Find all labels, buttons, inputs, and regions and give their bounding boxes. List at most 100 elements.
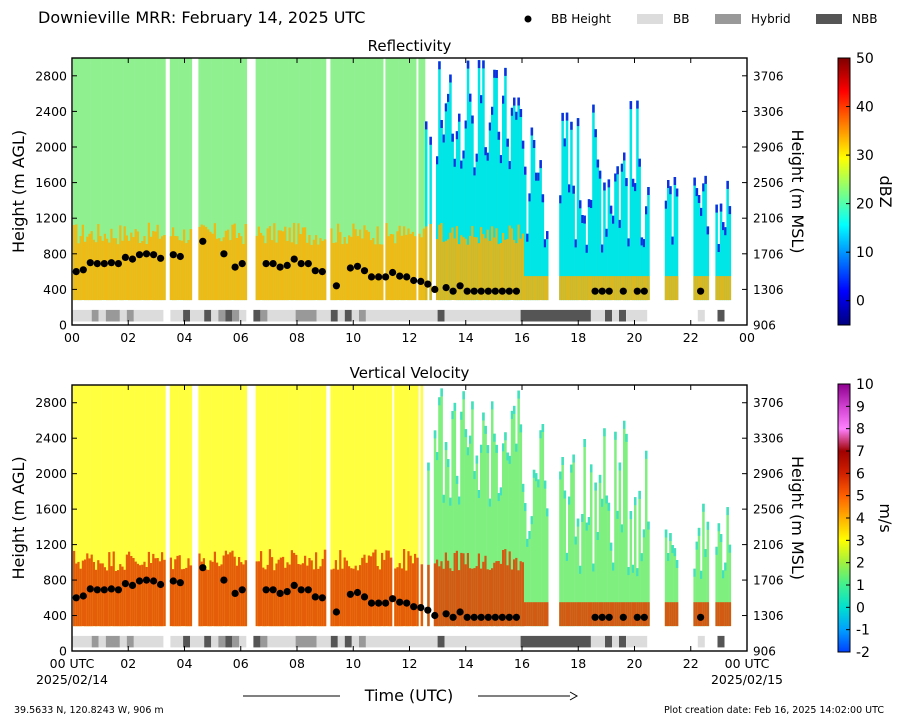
- echo-column: [706, 521, 710, 627]
- echo-column: [427, 462, 430, 627]
- echo-top-edge: [504, 432, 507, 441]
- echo-column: [513, 405, 516, 627]
- echo-top-edge: [719, 534, 723, 543]
- echo-top-edge: [625, 433, 628, 442]
- echo-column: [277, 58, 281, 301]
- bb-height-point: [619, 613, 627, 621]
- melting-layer-band: [546, 276, 549, 301]
- echo-top-edge: [493, 69, 496, 78]
- x-tick-label: 04: [177, 656, 193, 671]
- echo-column: [233, 385, 237, 627]
- band-type-segment: [344, 635, 352, 648]
- echo-column: [174, 58, 177, 301]
- echo-column: [420, 385, 424, 627]
- melting-layer-band: [92, 562, 96, 627]
- melting-layer-band: [288, 564, 292, 627]
- echo-top-edge: [537, 172, 540, 181]
- echo-column: [482, 60, 485, 301]
- melting-layer-band: [145, 567, 149, 627]
- colorbar-tick-label: 40: [856, 100, 874, 116]
- echo-column: [86, 58, 89, 301]
- band-type-bar: [72, 635, 725, 648]
- melting-layer-band: [634, 276, 637, 301]
- echo-column: [559, 471, 562, 627]
- bb-height-point: [431, 611, 439, 620]
- melting-layer-band: [647, 276, 650, 301]
- y2-tick-label: 3306: [753, 432, 784, 446]
- echo-top-edge: [629, 101, 633, 110]
- band-type-segment: [133, 309, 164, 322]
- y2-tick-label: 3706: [753, 396, 784, 410]
- melting-layer-band: [81, 224, 85, 300]
- echo-top-edge: [647, 187, 650, 195]
- melting-layer-band: [587, 602, 591, 627]
- melting-layer-band: [664, 276, 668, 301]
- melting-layer-band: [528, 276, 531, 301]
- legend-nbb-label: NBB: [852, 12, 877, 26]
- echo-top-edge: [695, 541, 699, 550]
- echo-column: [180, 385, 184, 627]
- echo-column: [367, 58, 371, 301]
- echo-column: [572, 454, 575, 627]
- melting-layer-band: [128, 240, 131, 301]
- bb-height-point: [79, 266, 87, 274]
- bb-height-point: [157, 580, 165, 589]
- melting-layer-band: [719, 602, 723, 627]
- echo-column: [429, 136, 432, 301]
- echo-column: [125, 385, 129, 627]
- echo-column: [229, 385, 232, 627]
- bb-height-point: [619, 287, 627, 295]
- echo-top-edge: [596, 532, 600, 540]
- x-tick-label: 20: [627, 656, 643, 671]
- creation-date-text: Plot creation date: Feb 16, 2025 14:02:0…: [664, 705, 884, 716]
- echo-top-edge: [598, 474, 602, 483]
- echo-top-edge: [702, 183, 705, 192]
- echo-column: [227, 58, 230, 301]
- echo-column: [220, 58, 223, 301]
- bb-height-point: [79, 592, 87, 600]
- echo-top-edge: [640, 237, 644, 246]
- band-type-segment: [590, 635, 605, 648]
- bb-height-point: [86, 259, 94, 267]
- melting-layer-band: [295, 554, 298, 627]
- echo-column: [315, 385, 318, 627]
- echo-top-edge: [563, 490, 567, 499]
- melting-layer-band: [150, 236, 153, 300]
- echo-top-edge: [574, 536, 578, 545]
- melting-layer-band: [475, 566, 479, 627]
- echo-top-edge: [539, 430, 542, 439]
- echo-top-edge: [530, 516, 534, 525]
- echo-column: [442, 494, 446, 627]
- x-end-date: 2025/02/15: [711, 672, 783, 687]
- melting-layer-band: [579, 602, 582, 627]
- echo-column: [143, 385, 146, 627]
- x-tick-label: 10: [345, 656, 361, 671]
- melting-layer-band: [381, 244, 384, 301]
- bb-height-point: [389, 595, 397, 603]
- echo-top-edge: [572, 454, 575, 463]
- echo-column: [119, 385, 122, 627]
- echo-top-edge: [462, 150, 465, 159]
- melting-layer-band: [669, 602, 672, 627]
- melting-layer-band: [581, 602, 584, 627]
- echo-column: [693, 568, 696, 627]
- melting-layer-band: [645, 602, 648, 627]
- echo-top-edge: [592, 104, 595, 113]
- melting-layer-band: [220, 241, 223, 301]
- echo-column: [286, 385, 289, 627]
- echo-top-edge: [442, 494, 446, 503]
- echo-column: [77, 385, 80, 627]
- band-type-segment: [218, 309, 226, 322]
- echo-top-edge: [491, 401, 494, 410]
- echo-top-edge: [603, 182, 606, 191]
- melting-layer-band: [262, 567, 265, 627]
- echo-column: [515, 111, 518, 301]
- band-type-segment: [358, 635, 366, 648]
- melting-layer-band: [108, 242, 111, 301]
- melting-layer-band: [123, 226, 127, 300]
- melting-layer-band: [440, 223, 443, 301]
- melting-layer-band: [469, 568, 472, 627]
- echo-top-edge: [530, 127, 534, 136]
- melting-layer-band: [675, 276, 679, 301]
